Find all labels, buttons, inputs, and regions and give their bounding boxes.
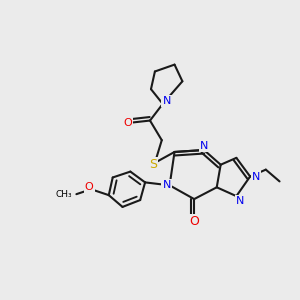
Text: O: O bbox=[85, 182, 94, 192]
Text: CH₃: CH₃ bbox=[56, 190, 73, 199]
Text: S: S bbox=[149, 158, 157, 171]
Text: N: N bbox=[236, 196, 244, 206]
Text: N: N bbox=[163, 96, 171, 106]
Text: N: N bbox=[200, 141, 208, 151]
Text: O: O bbox=[123, 118, 132, 128]
Text: N: N bbox=[163, 180, 171, 190]
Text: N: N bbox=[252, 172, 260, 182]
Text: O: O bbox=[189, 215, 199, 228]
